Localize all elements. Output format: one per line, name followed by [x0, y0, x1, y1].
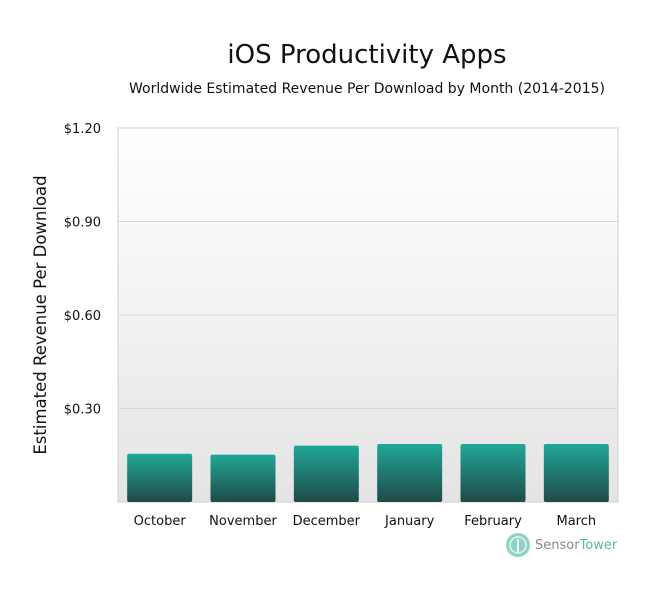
logo-text: SensorTower — [535, 538, 617, 553]
x-tick-label: January — [384, 514, 435, 529]
sensortower-logo: SensorTower — [505, 532, 617, 558]
sensortower-icon — [506, 533, 530, 557]
logo-word-tower: Tower — [579, 537, 618, 553]
bar — [460, 444, 526, 502]
bar — [127, 453, 193, 502]
x-tick-label: December — [293, 514, 361, 529]
logo-word-sensor: Sensor — [535, 537, 580, 553]
x-tick-label: February — [464, 514, 522, 529]
x-tick-labels: October November December January February Ma… — [134, 514, 597, 529]
bar — [293, 445, 359, 502]
y-tick-label: $0.30 — [64, 403, 101, 418]
y-tick-labels: $0.30 $0.60 $0.90 $1.20 — [64, 122, 101, 418]
y-tick-label: $1.20 — [64, 122, 101, 137]
y-tick-label: $0.60 — [64, 309, 101, 324]
chart-subtitle: Worldwide Estimated Revenue Per Download… — [129, 81, 605, 97]
x-tick-label: November — [209, 514, 277, 529]
bar — [210, 454, 276, 502]
bars — [127, 444, 609, 502]
x-tick-label: October — [134, 514, 187, 529]
grid-lines — [118, 221, 618, 409]
bar — [543, 444, 609, 502]
x-tick-label: March — [557, 514, 597, 529]
y-axis-label: Estimated Revenue Per Download — [31, 175, 50, 454]
y-tick-label: $0.90 — [64, 216, 101, 231]
chart-title: iOS Productivity Apps — [227, 40, 506, 70]
bar — [377, 444, 443, 502]
